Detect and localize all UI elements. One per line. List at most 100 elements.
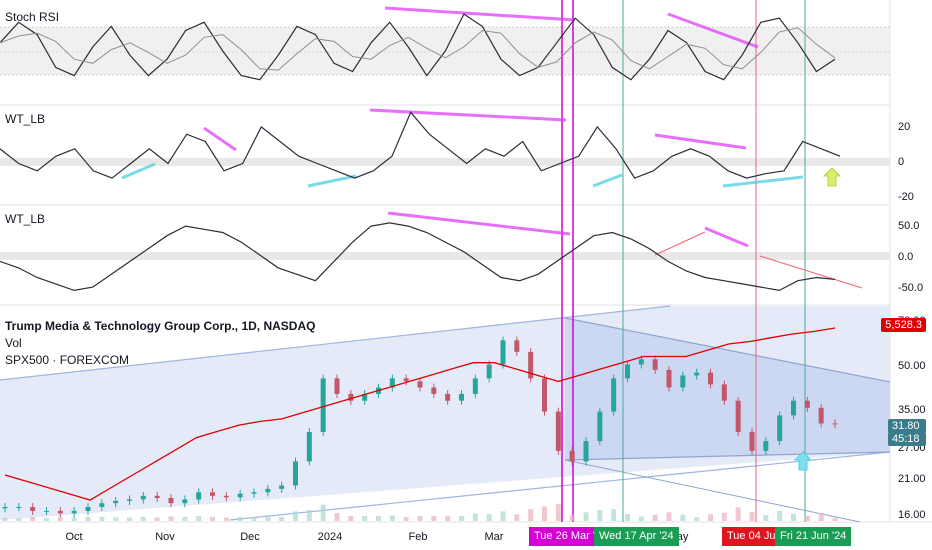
- volume-bar: [182, 516, 188, 521]
- volume-bar: [251, 517, 257, 521]
- up-arrow-yellow: [822, 167, 842, 187]
- candle-body: [334, 378, 340, 394]
- date-badge-17-apr: Wed 17 Apr '24: [594, 527, 679, 546]
- volume-bar: [818, 513, 824, 521]
- volume-bar: [348, 515, 354, 521]
- stoch-rsi-d-line: [0, 27, 836, 71]
- wt2-trend-1: [654, 231, 706, 256]
- wt1-tick-label: 20: [898, 121, 910, 133]
- wt1-tick-label: -20: [898, 191, 914, 203]
- time-tick-label: Oct: [65, 531, 82, 543]
- candle-body: [57, 510, 63, 514]
- candle-body: [625, 364, 630, 379]
- candle-body: [694, 372, 700, 376]
- candle-body: [251, 492, 257, 494]
- candle-body: [555, 411, 561, 451]
- candle-body: [85, 506, 91, 511]
- volume-bar: [140, 516, 146, 521]
- candle-body: [182, 499, 188, 504]
- candle-body: [154, 495, 160, 498]
- wt2-tick-label: 50.0: [898, 220, 919, 232]
- candle-body: [44, 510, 49, 512]
- volume-bar: [85, 516, 91, 521]
- volume-bar: [472, 513, 478, 521]
- spx-label[interactable]: SPX500 · FOREXCOM: [5, 353, 130, 367]
- volume-bar: [486, 514, 492, 521]
- wt2-zero-band: [0, 252, 890, 260]
- candle-body: [417, 381, 423, 388]
- volume-bar: [306, 510, 312, 521]
- candle-body: [113, 500, 119, 504]
- candle-body: [804, 400, 810, 408]
- countdown-tag: 45:18: [888, 432, 926, 446]
- candle-body: [30, 506, 36, 511]
- volume-bar: [320, 504, 326, 521]
- volume-bar: [196, 515, 202, 521]
- price-axis-labels: 200-2050.00.0-50.070.0050.0035.0027.0021…: [898, 121, 926, 521]
- candle-body: [16, 506, 22, 508]
- volume-bar: [16, 518, 22, 521]
- stoch-rsi-label[interactable]: Stoch RSI: [5, 10, 60, 24]
- time-tick-label: Nov: [155, 531, 175, 543]
- wt2-divergence-2: [704, 226, 749, 248]
- volume-bar: [721, 512, 727, 521]
- volume-bar: [154, 517, 160, 521]
- candle-body: [583, 441, 589, 462]
- volume-bar: [417, 516, 423, 521]
- candle-body: [71, 510, 77, 514]
- candle-body: [735, 400, 741, 432]
- candle-body: [472, 378, 478, 394]
- wt2-tick-label: 0.0: [898, 251, 913, 263]
- stoch-divergence-1: [384, 6, 576, 22]
- time-axis-labels: OctNovDec2024FebMarMay: [65, 531, 688, 543]
- volume-bar: [30, 516, 36, 521]
- volume-bar: [99, 516, 105, 521]
- volume-bar: [265, 516, 271, 521]
- volume-bar: [542, 506, 547, 521]
- wt1-bull-divergence-4: [722, 175, 804, 188]
- volume-bar: [666, 512, 672, 521]
- wt-lb-label-1[interactable]: WT_LB: [5, 112, 46, 126]
- candle-body: [210, 492, 215, 496]
- stoch-rsi-k-line: [0, 13, 836, 81]
- candle-body: [293, 461, 298, 486]
- volume-bar: [763, 515, 769, 521]
- desc-channel-lower: [564, 451, 891, 461]
- volume-bar: [597, 510, 603, 521]
- time-tick-label: 2024: [318, 531, 342, 543]
- wt-lb-2-line: [0, 222, 836, 292]
- symbol-title[interactable]: Trump Media & Technology Group Corp., 1D…: [5, 319, 316, 333]
- candle-body: [486, 364, 492, 379]
- candle-body: [514, 340, 520, 352]
- vol-label[interactable]: Vol: [5, 336, 22, 350]
- volume-bar: [514, 514, 520, 521]
- candle-body: [196, 492, 202, 500]
- candle-body: [362, 393, 368, 401]
- candle-body: [777, 415, 783, 442]
- candle-body: [528, 351, 534, 379]
- candle-body: [763, 441, 769, 451]
- volume-bar: [528, 509, 534, 521]
- wt1-zero-band: [0, 158, 890, 166]
- candle-body: [389, 378, 395, 388]
- candle-body: [818, 407, 824, 424]
- volume-bar: [57, 517, 63, 521]
- volume-bar: [376, 516, 381, 521]
- candle-body: [431, 387, 437, 394]
- volume-bar: [362, 516, 368, 521]
- wt-lb-1-line: [0, 111, 841, 179]
- wt-lb-label-2[interactable]: WT_LB: [5, 212, 46, 226]
- candle-body: [680, 375, 686, 388]
- volume-bar: [71, 517, 77, 521]
- candle-body: [168, 497, 174, 504]
- wt1-bull-divergence-3: [592, 173, 623, 188]
- volume-bar: [127, 517, 132, 521]
- volume-bar: [210, 516, 215, 521]
- candle-body: [237, 493, 243, 498]
- candle-body: [306, 431, 312, 462]
- candles: [2, 336, 838, 518]
- price-tick-label: 35.00: [898, 404, 926, 416]
- wt1-divergence-1: [369, 108, 567, 122]
- candle-body: [265, 488, 271, 493]
